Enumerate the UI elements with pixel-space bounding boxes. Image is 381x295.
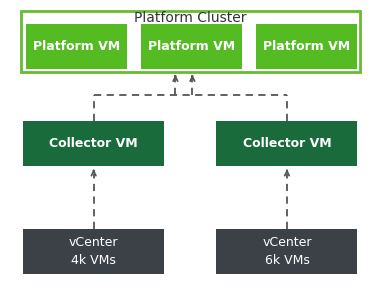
Text: Collector VM: Collector VM [50,137,138,150]
Text: Collector VM: Collector VM [243,137,331,150]
FancyBboxPatch shape [26,24,127,69]
Text: vCenter
6k VMs: vCenter 6k VMs [262,236,312,267]
Text: vCenter
4k VMs: vCenter 4k VMs [69,236,118,267]
Text: Platform VM: Platform VM [263,40,350,53]
FancyBboxPatch shape [216,229,357,274]
Text: Platform VM: Platform VM [33,40,120,53]
FancyBboxPatch shape [23,229,164,274]
Text: Platform Cluster: Platform Cluster [134,11,247,25]
FancyBboxPatch shape [256,24,357,69]
FancyBboxPatch shape [216,121,357,166]
FancyBboxPatch shape [21,11,360,72]
Text: Platform VM: Platform VM [148,40,235,53]
FancyBboxPatch shape [23,121,164,166]
FancyBboxPatch shape [141,24,242,69]
